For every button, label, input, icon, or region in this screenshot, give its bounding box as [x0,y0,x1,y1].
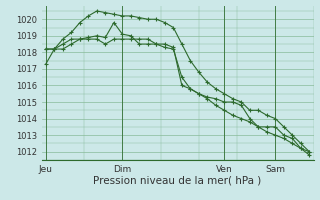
X-axis label: Pression niveau de la mer( hPa ): Pression niveau de la mer( hPa ) [93,175,262,185]
